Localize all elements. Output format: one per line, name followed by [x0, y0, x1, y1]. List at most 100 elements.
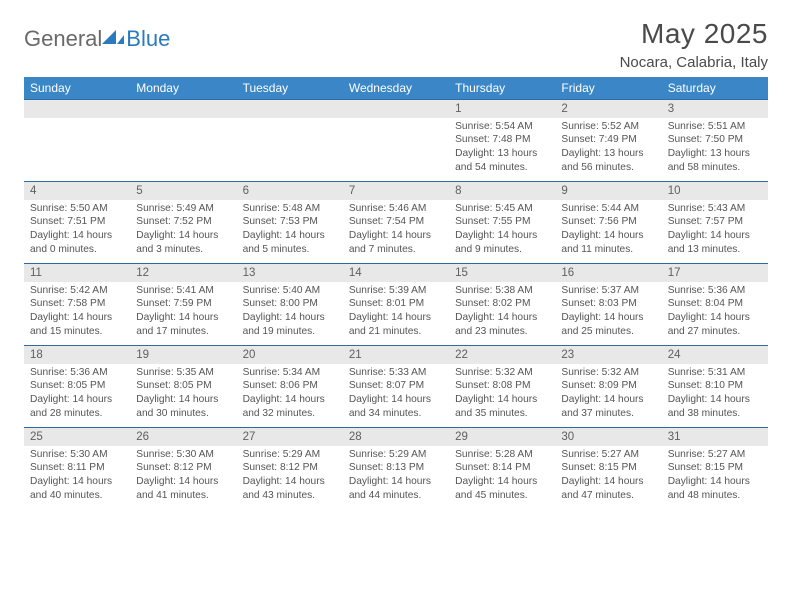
weekday-header: Thursday	[449, 77, 555, 100]
daylight-text-2: and 28 minutes.	[30, 407, 124, 421]
weekday-header: Saturday	[662, 77, 768, 100]
day-detail-cell: Sunrise: 5:42 AMSunset: 7:58 PMDaylight:…	[24, 282, 130, 346]
daylight-text-1: Daylight: 14 hours	[455, 311, 549, 325]
sunrise-text: Sunrise: 5:52 AM	[561, 120, 655, 134]
daylight-text-2: and 7 minutes.	[349, 243, 443, 257]
sunset-text: Sunset: 7:55 PM	[455, 215, 549, 229]
sunrise-text: Sunrise: 5:42 AM	[30, 284, 124, 298]
day-detail-cell: Sunrise: 5:30 AMSunset: 8:12 PMDaylight:…	[130, 446, 236, 510]
day-detail-cell: Sunrise: 5:33 AMSunset: 8:07 PMDaylight:…	[343, 364, 449, 428]
day-number-cell: 29	[449, 428, 555, 446]
day-number-cell: 28	[343, 428, 449, 446]
sunset-text: Sunset: 8:15 PM	[668, 461, 762, 475]
day-number-cell: 7	[343, 182, 449, 200]
sunrise-text: Sunrise: 5:40 AM	[243, 284, 337, 298]
daylight-text-1: Daylight: 14 hours	[30, 311, 124, 325]
day-number-cell: 15	[449, 264, 555, 282]
daylight-text-2: and 30 minutes.	[136, 407, 230, 421]
sunrise-text: Sunrise: 5:48 AM	[243, 202, 337, 216]
sunset-text: Sunset: 8:12 PM	[243, 461, 337, 475]
sunrise-text: Sunrise: 5:29 AM	[349, 448, 443, 462]
daylight-text-2: and 43 minutes.	[243, 489, 337, 503]
sunset-text: Sunset: 8:07 PM	[349, 379, 443, 393]
day-number-cell: 2	[555, 100, 661, 118]
day-number-cell: 27	[237, 428, 343, 446]
day-number-cell: 23	[555, 346, 661, 364]
day-number-cell: 31	[662, 428, 768, 446]
sunset-text: Sunset: 8:02 PM	[455, 297, 549, 311]
sunrise-text: Sunrise: 5:43 AM	[668, 202, 762, 216]
daylight-text-2: and 27 minutes.	[668, 325, 762, 339]
day-number-cell: 19	[130, 346, 236, 364]
day-number-cell: 10	[662, 182, 768, 200]
day-number-cell: 11	[24, 264, 130, 282]
day-detail-cell: Sunrise: 5:36 AMSunset: 8:05 PMDaylight:…	[24, 364, 130, 428]
day-detail-cell	[130, 118, 236, 182]
weekday-header: Tuesday	[237, 77, 343, 100]
daylight-text-2: and 32 minutes.	[243, 407, 337, 421]
day-detail-row: Sunrise: 5:30 AMSunset: 8:11 PMDaylight:…	[24, 446, 768, 510]
daylight-text-2: and 40 minutes.	[30, 489, 124, 503]
day-number-cell	[24, 100, 130, 118]
logo-sail-icon	[102, 28, 124, 44]
weekday-header: Sunday	[24, 77, 130, 100]
daylight-text-2: and 37 minutes.	[561, 407, 655, 421]
day-detail-row: Sunrise: 5:54 AMSunset: 7:48 PMDaylight:…	[24, 118, 768, 182]
logo-text-part2: Blue	[126, 26, 170, 52]
daylight-text-1: Daylight: 14 hours	[455, 393, 549, 407]
daylight-text-1: Daylight: 14 hours	[136, 311, 230, 325]
day-detail-cell: Sunrise: 5:38 AMSunset: 8:02 PMDaylight:…	[449, 282, 555, 346]
daylight-text-1: Daylight: 14 hours	[668, 475, 762, 489]
day-number-row: 25262728293031	[24, 428, 768, 446]
day-number-cell: 8	[449, 182, 555, 200]
day-detail-row: Sunrise: 5:50 AMSunset: 7:51 PMDaylight:…	[24, 200, 768, 264]
location-label: Nocara, Calabria, Italy	[620, 54, 768, 71]
sunset-text: Sunset: 8:00 PM	[243, 297, 337, 311]
day-detail-cell: Sunrise: 5:34 AMSunset: 8:06 PMDaylight:…	[237, 364, 343, 428]
sunset-text: Sunset: 8:09 PM	[561, 379, 655, 393]
sunset-text: Sunset: 7:48 PM	[455, 133, 549, 147]
day-detail-cell: Sunrise: 5:49 AMSunset: 7:52 PMDaylight:…	[130, 200, 236, 264]
weekday-header-row: Sunday Monday Tuesday Wednesday Thursday…	[24, 77, 768, 100]
daylight-text-1: Daylight: 14 hours	[668, 393, 762, 407]
sunrise-text: Sunrise: 5:54 AM	[455, 120, 549, 134]
day-detail-cell: Sunrise: 5:39 AMSunset: 8:01 PMDaylight:…	[343, 282, 449, 346]
daylight-text-2: and 5 minutes.	[243, 243, 337, 257]
day-number-cell: 17	[662, 264, 768, 282]
daylight-text-1: Daylight: 14 hours	[30, 229, 124, 243]
day-number-row: 45678910	[24, 182, 768, 200]
day-detail-cell: Sunrise: 5:31 AMSunset: 8:10 PMDaylight:…	[662, 364, 768, 428]
day-detail-cell: Sunrise: 5:54 AMSunset: 7:48 PMDaylight:…	[449, 118, 555, 182]
daylight-text-1: Daylight: 14 hours	[136, 475, 230, 489]
daylight-text-2: and 56 minutes.	[561, 161, 655, 175]
day-detail-cell: Sunrise: 5:51 AMSunset: 7:50 PMDaylight:…	[662, 118, 768, 182]
daylight-text-2: and 13 minutes.	[668, 243, 762, 257]
day-detail-cell: Sunrise: 5:43 AMSunset: 7:57 PMDaylight:…	[662, 200, 768, 264]
day-detail-cell: Sunrise: 5:29 AMSunset: 8:12 PMDaylight:…	[237, 446, 343, 510]
sunrise-text: Sunrise: 5:51 AM	[668, 120, 762, 134]
day-number-cell: 4	[24, 182, 130, 200]
logo: General Blue	[24, 26, 170, 52]
day-detail-cell: Sunrise: 5:44 AMSunset: 7:56 PMDaylight:…	[555, 200, 661, 264]
daylight-text-2: and 54 minutes.	[455, 161, 549, 175]
sunset-text: Sunset: 7:51 PM	[30, 215, 124, 229]
daylight-text-1: Daylight: 14 hours	[349, 229, 443, 243]
sunset-text: Sunset: 8:04 PM	[668, 297, 762, 311]
sunrise-text: Sunrise: 5:30 AM	[30, 448, 124, 462]
sunrise-text: Sunrise: 5:28 AM	[455, 448, 549, 462]
day-number-cell: 25	[24, 428, 130, 446]
calendar-table: Sunday Monday Tuesday Wednesday Thursday…	[24, 77, 768, 510]
sunset-text: Sunset: 7:53 PM	[243, 215, 337, 229]
day-number-row: 11121314151617	[24, 264, 768, 282]
logo-text-part1: General	[24, 26, 102, 52]
day-number-cell	[130, 100, 236, 118]
day-detail-cell: Sunrise: 5:28 AMSunset: 8:14 PMDaylight:…	[449, 446, 555, 510]
daylight-text-1: Daylight: 14 hours	[668, 311, 762, 325]
daylight-text-2: and 45 minutes.	[455, 489, 549, 503]
sunrise-text: Sunrise: 5:27 AM	[668, 448, 762, 462]
daylight-text-1: Daylight: 14 hours	[561, 311, 655, 325]
sunset-text: Sunset: 8:01 PM	[349, 297, 443, 311]
daylight-text-2: and 58 minutes.	[668, 161, 762, 175]
sunset-text: Sunset: 8:08 PM	[455, 379, 549, 393]
day-detail-cell: Sunrise: 5:27 AMSunset: 8:15 PMDaylight:…	[662, 446, 768, 510]
